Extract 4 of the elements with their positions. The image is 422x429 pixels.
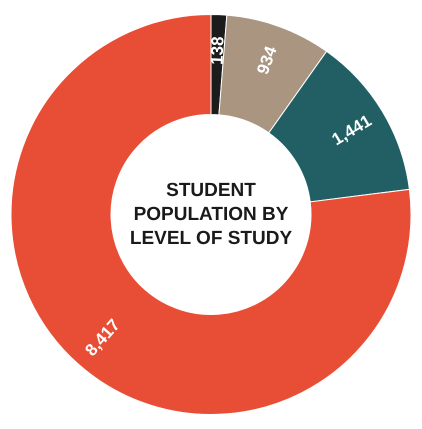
text: STUDENT POPULATION BY LEVEL OF STUDY (130, 180, 292, 249)
data-label: 934 (253, 43, 281, 77)
data-label: 138 (207, 36, 228, 66)
donut-slice (10, 14, 412, 415)
